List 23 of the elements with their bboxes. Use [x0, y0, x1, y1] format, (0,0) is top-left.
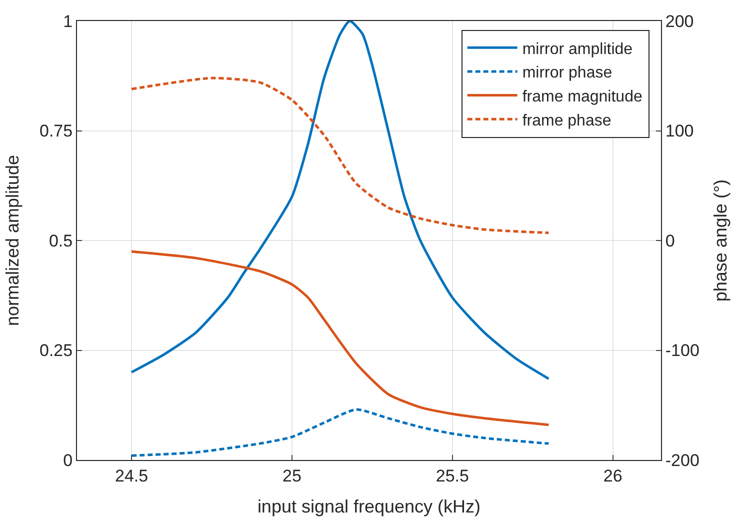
line-series [130, 250, 550, 426]
y2-tick-label: -100 [665, 341, 700, 360]
y2-tick-label: 0 [665, 231, 675, 250]
x-tick-label: 24.5 [115, 466, 148, 486]
y2-axis-title: phase angle (°) [710, 179, 731, 302]
x-tick-label: 26 [603, 466, 622, 486]
x-axis-title: input signal frequency (kHz) [257, 496, 481, 516]
y-tick-label: 0 [63, 450, 73, 470]
legend-label: mirror phase [522, 64, 612, 82]
legend-label: frame magnitude [522, 88, 642, 106]
line-series [130, 408, 550, 457]
legend-label: mirror amplitide [522, 40, 633, 58]
x-tick-label: 25.5 [436, 466, 469, 486]
y-tick-label: 1 [63, 12, 73, 31]
y2-tick-label: 100 [665, 122, 694, 141]
x-tick-label: 25 [282, 466, 302, 486]
y-tick-label: 0.25 [40, 341, 73, 360]
y-tick-label: 0.75 [40, 122, 73, 141]
y-axis-title: normalized amplitude [2, 154, 23, 326]
legend-label: frame phase [522, 112, 612, 130]
y2-tick-label: -200 [665, 450, 700, 470]
y2-tick-label: 200 [665, 12, 694, 31]
y-tick-label: 0.5 [48, 231, 73, 250]
